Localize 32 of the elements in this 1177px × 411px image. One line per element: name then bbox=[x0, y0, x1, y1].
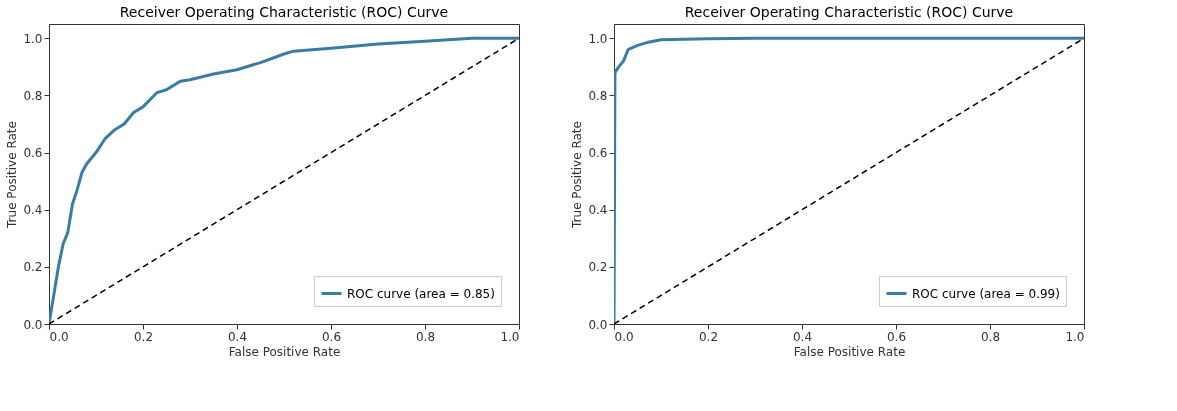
x-axis-title: False Positive Rate bbox=[793, 344, 906, 359]
x-tick-label: 1.0 bbox=[500, 329, 520, 344]
y-tick-label: 0.0 bbox=[588, 317, 608, 332]
x-axis-title: False Positive Rate bbox=[228, 344, 341, 359]
y-tick-label: 0.8 bbox=[23, 88, 43, 103]
x-tick-label: 0.4 bbox=[792, 329, 813, 344]
x-tick-label: 0.0 bbox=[49, 329, 69, 344]
y-tick-label: 0.6 bbox=[588, 146, 608, 161]
y-tick-label: 0.6 bbox=[23, 146, 43, 161]
x-tick-label: 0.8 bbox=[415, 329, 436, 344]
y-tick-label: 0.4 bbox=[23, 203, 43, 218]
chart-title: Receiver Operating Characteristic (ROC) Curve bbox=[119, 4, 449, 20]
y-tick-label: 1.0 bbox=[23, 31, 43, 46]
x-tick-label: 1.0 bbox=[1065, 329, 1085, 344]
x-tick-label: 0.4 bbox=[227, 329, 248, 344]
y-axis-title: True Positive Rate bbox=[570, 121, 585, 229]
y-tick-label: 0.2 bbox=[588, 260, 608, 275]
y-tick-label: 0.2 bbox=[23, 260, 43, 275]
y-axis-title: True Positive Rate bbox=[5, 121, 20, 229]
y-tick-label: 0.4 bbox=[588, 203, 608, 218]
y-tick-label: 0.0 bbox=[23, 317, 43, 332]
y-tick-label: 1.0 bbox=[588, 31, 608, 46]
x-tick-label: 0.6 bbox=[886, 329, 907, 344]
y-tick-label: 0.8 bbox=[588, 88, 608, 103]
legend-label: ROC curve (area = 0.85) bbox=[347, 286, 495, 301]
x-tick-label: 0.2 bbox=[698, 329, 719, 344]
x-tick-label: 0.2 bbox=[133, 329, 154, 344]
chart-title: Receiver Operating Characteristic (ROC) Curve bbox=[684, 4, 1014, 20]
x-tick-label: 0.8 bbox=[980, 329, 1001, 344]
x-tick-label: 0.6 bbox=[321, 329, 342, 344]
legend-label: ROC curve (area = 0.99) bbox=[912, 286, 1060, 301]
x-tick-label: 0.0 bbox=[614, 329, 634, 344]
